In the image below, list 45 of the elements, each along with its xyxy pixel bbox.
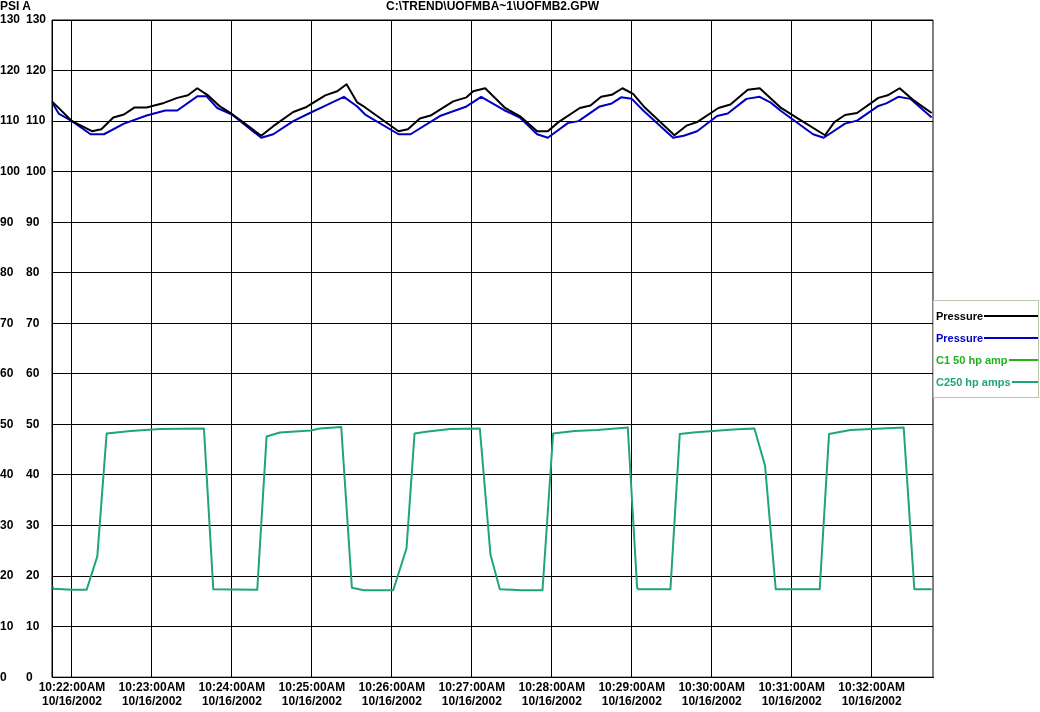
y2-tick-label: 130: [26, 12, 47, 27]
y-tick-label: 20: [0, 568, 14, 583]
y2-tick-label: 120: [26, 62, 47, 77]
y2-tick-label: 0: [26, 669, 33, 684]
y-axis-title: PSI A: [0, 0, 32, 14]
y-tick-label: 30: [0, 517, 14, 532]
y2-tick-label: 90: [26, 214, 40, 229]
x-tick-label: 10:27:00AM 10/16/2002: [438, 679, 506, 709]
x-tick-label: 10:22:00AM 10/16/2002: [38, 679, 106, 709]
legend-label: Pressure: [936, 309, 984, 322]
y2-tick-label: 50: [26, 416, 40, 431]
y-tick-label: 10: [0, 618, 14, 633]
y2-tick-label: 30: [26, 517, 40, 532]
y2-tick-label: 40: [26, 467, 40, 482]
y-tick-label: 60: [0, 366, 14, 381]
x-tick-label: 10:24:00AM 10/16/2002: [198, 679, 266, 709]
y-tick-label: 90: [0, 214, 14, 229]
legend-label: C250 hp amps: [936, 375, 1011, 388]
x-tick-label: 10:28:00AM 10/16/2002: [518, 679, 586, 709]
y-tick-label: 100: [0, 163, 21, 178]
x-tick-label: 10:26:00AM 10/16/2002: [358, 679, 426, 709]
chart-title: C:\TREND\UOFMBA~1\UOFMB2.GPW: [386, 0, 600, 14]
y2-tick-label: 110: [26, 113, 46, 128]
y2-tick-label: 10: [26, 618, 40, 633]
y-tick-label: 80: [0, 265, 14, 280]
y-tick-label: 50: [0, 416, 14, 431]
y-tick-label: 130: [0, 12, 21, 27]
y2-tick-label: 60: [26, 366, 40, 381]
y2-tick-label: 100: [26, 163, 47, 178]
legend-label: C1 50 hp amp: [936, 353, 1008, 366]
legend-label: Pressure: [936, 331, 984, 344]
y-tick-label: 70: [0, 315, 14, 330]
y-tick-label: 110: [0, 113, 20, 128]
y-tick-label: 0: [0, 669, 7, 684]
x-tick-label: 10:23:00AM 10/16/2002: [118, 679, 186, 709]
y-tick-label: 40: [0, 467, 14, 482]
y2-tick-label: 70: [26, 315, 40, 330]
x-tick-label: 10:31:00AM 10/16/2002: [758, 679, 826, 709]
y2-tick-label: 80: [26, 265, 40, 280]
x-tick-label: 10:25:00AM 10/16/2002: [278, 679, 346, 709]
y2-tick-label: 20: [26, 568, 40, 583]
x-tick-label: 10:32:00AM 10/16/2002: [838, 679, 906, 709]
x-tick-label: 10:30:00AM 10/16/2002: [678, 679, 746, 709]
y-tick-label: 120: [0, 62, 21, 77]
x-tick-label: 10:29:00AM 10/16/2002: [598, 679, 666, 709]
